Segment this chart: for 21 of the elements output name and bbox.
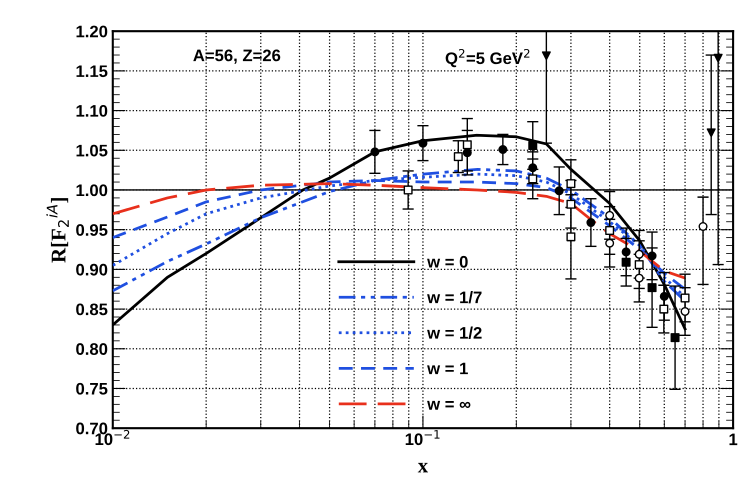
x-tick-label: 1 bbox=[730, 434, 738, 446]
x-tick-label: 10$^{−1}$ bbox=[406, 430, 440, 446]
y-tick-label: 1.10 bbox=[76, 104, 108, 117]
x-axis-title: x bbox=[418, 462, 428, 472]
annotation: A=56, Z=26 bbox=[193, 50, 280, 64]
y-tick-label: 1.00 bbox=[76, 184, 108, 196]
y-tick-label: 1.15 bbox=[76, 65, 108, 78]
y-axis-title: R[F$_{2}$$^{iA}$] bbox=[46, 198, 69, 263]
legend-label: w = ∞ bbox=[427, 400, 470, 410]
legend-label: w = 1 bbox=[427, 362, 468, 374]
y-tick-label: 0.80 bbox=[76, 343, 108, 355]
y-tick-label: 1.05 bbox=[76, 144, 108, 156]
y-tick-label: 0.75 bbox=[76, 382, 108, 395]
y-tick-label: 0.85 bbox=[76, 303, 108, 316]
legend-label: w = 1/2 bbox=[427, 326, 482, 339]
annotation: Q$^{2}$=5 GeV$^{2}$ bbox=[446, 48, 530, 68]
y-tick-label: 0.95 bbox=[76, 224, 108, 236]
y-tick-label: 0.90 bbox=[76, 264, 108, 276]
y-tick-label: 1.20 bbox=[76, 26, 108, 38]
legend-label: w = 1/7 bbox=[427, 291, 482, 304]
legend-label: w = 0 bbox=[427, 256, 468, 268]
